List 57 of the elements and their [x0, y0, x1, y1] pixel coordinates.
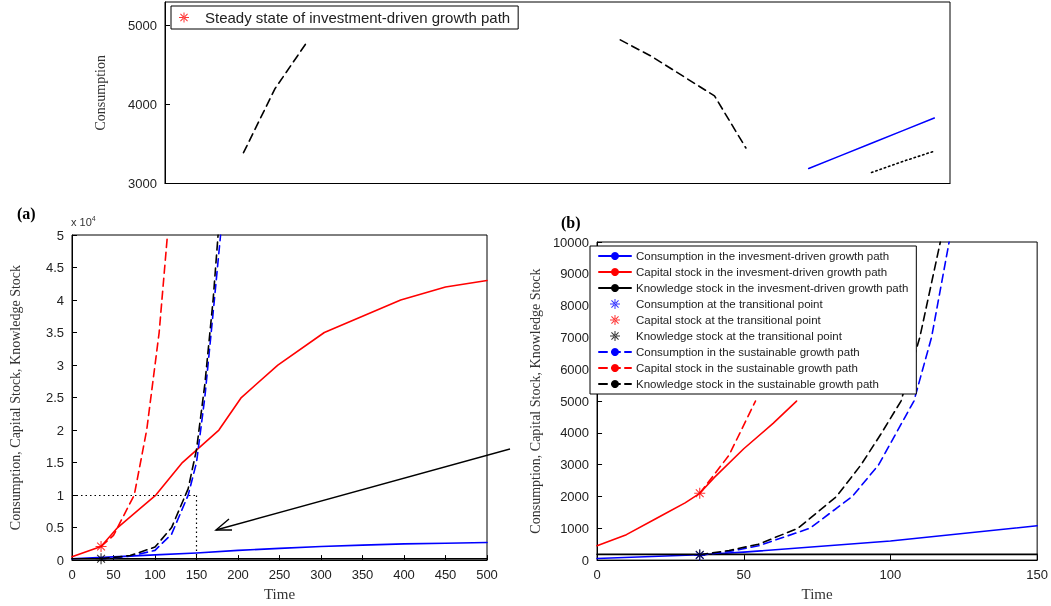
x-tick-label: 250: [268, 567, 291, 583]
y-tick-label: 7000: [560, 329, 590, 345]
y-tick-label: 4000: [560, 425, 590, 441]
y-tick-label: 1000: [560, 520, 590, 536]
x-tick-label: 0: [68, 567, 76, 583]
x-axis-title: Time: [801, 585, 833, 602]
y-tick-label: 2: [56, 422, 64, 438]
y-tick-label: 3000: [128, 176, 157, 191]
legend-label: Steady state of investment-driven growth path: [205, 9, 511, 26]
y-tick-label: 0: [581, 552, 590, 568]
y-tick-label: 0.5: [45, 520, 64, 536]
x-tick-label: 200: [227, 567, 249, 583]
x-tick-label: 0: [593, 567, 601, 583]
y-tick-label: 0: [56, 552, 64, 568]
x-tick-label: 500: [476, 567, 498, 583]
x-tick-label: 150: [185, 567, 208, 583]
x-tick-label: 150: [1026, 567, 1049, 583]
legend-label: Capital stock in the invesment-driven growth path: [636, 266, 888, 278]
x-axis-title: Time: [263, 585, 296, 602]
y-tick-label: 5: [56, 227, 64, 243]
legend-label: Consumption at the transitional point: [636, 298, 824, 310]
y-tick-label: 10000: [552, 234, 590, 250]
y-tick-label: 3: [56, 357, 64, 373]
x-tick-label: 100: [144, 567, 166, 583]
x-tick-label: 50: [106, 567, 121, 583]
y-axis-title: Consumption: [92, 55, 108, 131]
y-axis-title: Consumption, Capital Stock, Knowledge Stock: [527, 268, 543, 534]
y-tick-label: 8000: [560, 298, 590, 314]
y-tick-label: 9000: [560, 266, 590, 282]
y-tick-label: 4.5: [45, 260, 64, 276]
x-tick-label: 450: [434, 567, 457, 583]
x-tick-label: 100: [879, 567, 902, 583]
y-tick-label: 4000: [128, 97, 157, 113]
y-tick-label: 4: [56, 292, 64, 308]
y-tick-label: 2000: [560, 488, 590, 504]
legend-label: Knowledge stock in the invesment-driven growth path: [636, 282, 909, 294]
y-tick-label: 6000: [560, 361, 590, 377]
legend-label: Consumption in the invesment-driven growth path: [636, 250, 890, 262]
x-tick-label: 400: [393, 567, 415, 583]
y-tick-label: 1.5: [45, 455, 64, 471]
chart-title: (b): [561, 213, 581, 232]
x-tick-label: 300: [310, 567, 332, 583]
legend-label: Capital stock at the transitional point: [636, 314, 822, 326]
y-axis-title: Consumption, Capital Stock, Knowledge Stock: [7, 264, 23, 531]
y-tick-label: 3000: [560, 457, 590, 473]
y-tick-label: 5000: [128, 18, 157, 34]
x-tick-label: 350: [351, 567, 374, 583]
y-tick-label: 2.5: [45, 390, 64, 406]
y-tick-label: 5000: [560, 393, 590, 409]
x-tick-label: 50: [736, 567, 751, 583]
chart-title: (a): [17, 204, 36, 223]
y-tick-label: 3.5: [45, 325, 64, 341]
y-tick-label: 1: [56, 487, 64, 503]
legend-label: Knowledge stock at the transitional point: [636, 330, 843, 342]
legend-label: Consumption in the sustainable growth path: [636, 346, 860, 358]
legend-label: Knowledge stock in the sustainable growth path: [636, 378, 879, 390]
legend-label: Capital stock in the sustainable growth path: [636, 362, 858, 374]
